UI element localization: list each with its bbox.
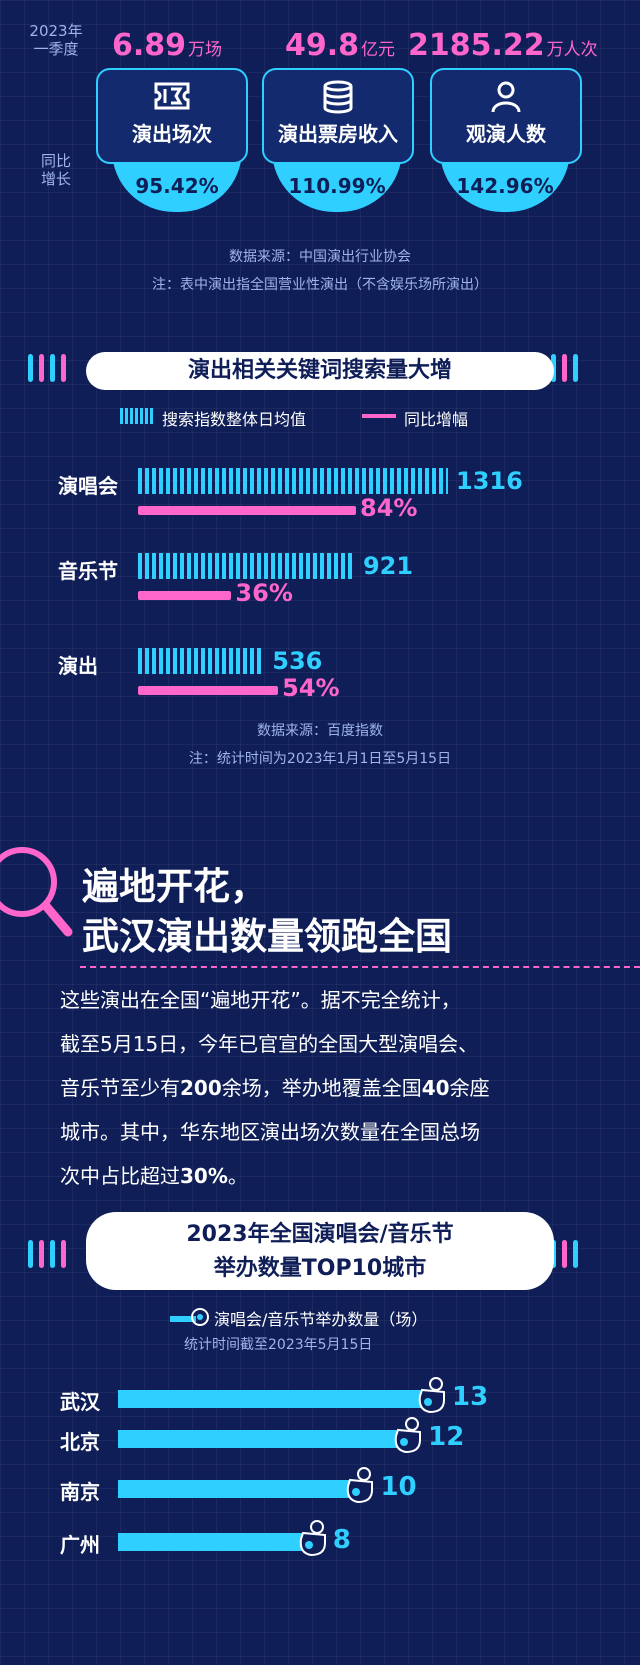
top10-section-title: 2023年全国演唱会/音乐节 举办数量TOP10城市 xyxy=(86,1212,554,1290)
city-value: 12 xyxy=(428,1422,465,1452)
hand-icon xyxy=(418,1377,445,1414)
growth-value: 84% xyxy=(360,494,418,522)
stat-audience-box: 观演人数 xyxy=(430,68,582,164)
stat-boxoffice-value: 49.8 亿元 xyxy=(285,28,396,63)
legend-bar-label: 搜索指数整体日均值 xyxy=(162,410,307,429)
person-icon xyxy=(491,81,521,113)
stats-note: 注：表中演出指全国营业性演出（不含娱乐场所演出） xyxy=(152,277,488,293)
search-category-label: 演唱会 xyxy=(58,474,118,498)
hand-icon xyxy=(191,1308,209,1326)
search-index-value: 536 xyxy=(272,647,323,675)
period-text: 2023年 一季度 xyxy=(29,22,83,58)
stat-boxoffice-box: 演出票房收入 xyxy=(262,68,414,164)
legend-line-swatch xyxy=(362,414,396,418)
neon-decoration-left-2 xyxy=(28,1240,72,1272)
stat-performances-value: 6.89 万场 xyxy=(112,28,223,63)
city-bar xyxy=(118,1390,428,1408)
headline-line-2: 武汉演出数量领跑全国 xyxy=(82,915,452,958)
city-label: 广州 xyxy=(60,1533,100,1557)
ticket-icon xyxy=(154,82,190,110)
magnifier-icon xyxy=(0,847,73,937)
period-label: 2023年 一季度 xyxy=(24,22,88,58)
neon-decoration-left xyxy=(28,354,72,386)
search-index-bar xyxy=(138,468,448,494)
city-bar xyxy=(118,1430,405,1448)
coins-icon xyxy=(323,80,353,114)
legend-bar-swatch xyxy=(120,408,154,424)
search-note: 注：统计时间为2023年1月1日至5月15日 xyxy=(188,751,452,767)
top10-title-line-2: 举办数量TOP10城市 xyxy=(213,1256,427,1281)
search-category-label: 音乐节 xyxy=(58,559,118,583)
article-line-4: 城市。其中，华东地区演出场次数量在全国总场 xyxy=(60,1120,480,1144)
search-section-title: 演出相关关键词搜索量大增 xyxy=(86,352,554,390)
search-index-value: 1316 xyxy=(456,467,523,495)
city-label: 北京 xyxy=(60,1430,100,1454)
yoy-label: 同比 增长 xyxy=(24,152,88,188)
headline-divider xyxy=(80,966,640,968)
search-category-label: 演出 xyxy=(58,654,98,678)
article-line-3: 音乐节至少有200余场，举办地覆盖全国40余座 xyxy=(60,1076,490,1100)
city-label: 南京 xyxy=(60,1480,100,1504)
yoy-text: 同比 增长 xyxy=(40,152,71,188)
article-line-1: 这些演出在全国“遍地开花”。据不完全统计， xyxy=(60,988,461,1012)
legend-line-label: 同比增幅 xyxy=(404,410,469,429)
city-bar xyxy=(118,1480,357,1498)
top10-legend-label: 演唱会/音乐节举办数量（场） xyxy=(214,1310,428,1329)
search-index-value: 921 xyxy=(362,552,414,580)
stat-audience-value: 2185.22 万人次 xyxy=(408,28,598,63)
top10-title-line-1: 2023年全国演唱会/音乐节 xyxy=(186,1222,454,1247)
stat-audience-label: 观演人数 xyxy=(466,122,546,146)
article-line-5: 次中占比超过30%。 xyxy=(60,1164,248,1188)
search-index-bar xyxy=(138,648,265,674)
stat-performances-label: 演出场次 xyxy=(132,122,212,146)
stat-performances-box: 演出场次 xyxy=(96,68,248,164)
growth-bar xyxy=(138,591,232,600)
search-source: 数据来源：百度指数 xyxy=(257,723,383,739)
search-index-bar xyxy=(138,553,355,579)
stats-source: 数据来源：中国演出行业协会 xyxy=(229,249,411,265)
city-bar xyxy=(118,1533,309,1551)
article-line-2: 截至5月15日，今年已官宣的全国大型演唱会、 xyxy=(60,1032,479,1056)
city-value: 10 xyxy=(380,1472,417,1502)
stat-boxoffice-label: 演出票房收入 xyxy=(278,122,398,146)
city-value: 13 xyxy=(452,1382,489,1412)
top10-legend-swatch xyxy=(170,1316,196,1322)
growth-bar xyxy=(138,686,279,695)
top10-note: 统计时间截至2023年5月15日 xyxy=(184,1337,373,1353)
city-label: 武汉 xyxy=(60,1390,100,1414)
hand-icon xyxy=(347,1467,374,1504)
hand-icon xyxy=(299,1520,326,1557)
growth-value: 36% xyxy=(235,579,293,607)
hand-icon xyxy=(394,1417,422,1454)
article-paragraph: 这些演出在全国“遍地开花”。据不完全统计， 截至5月15日，今年已官宣的全国大型… xyxy=(60,978,600,1198)
growth-bar xyxy=(138,506,356,515)
headline-line-1: 遍地开花， xyxy=(82,865,267,908)
city-value: 8 xyxy=(332,1525,351,1555)
growth-value: 54% xyxy=(282,674,340,702)
